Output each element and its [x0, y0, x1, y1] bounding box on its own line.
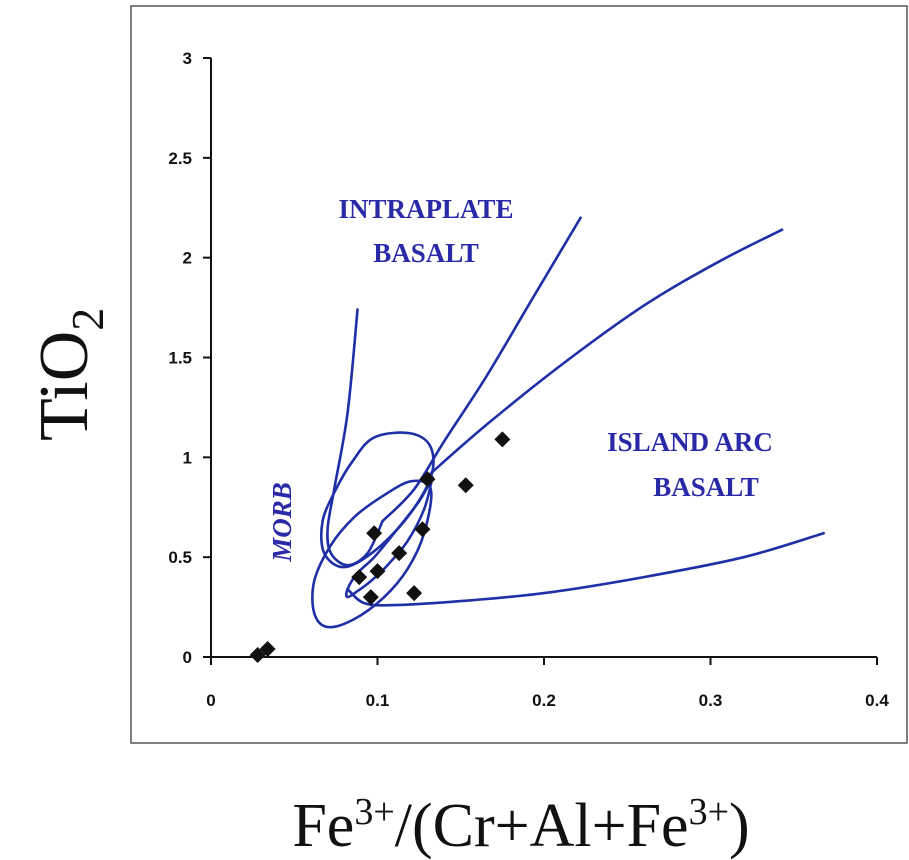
- x-axis-title-sup1: 3+: [354, 791, 394, 833]
- data-point-diamond: [351, 569, 368, 586]
- boundary-inner-loop: [345, 476, 434, 599]
- data-point-diamond: [391, 545, 408, 562]
- data-points: [249, 431, 511, 664]
- field-label-island-arc-line2: BASALT: [653, 472, 759, 502]
- y-tick-label: 2.5: [168, 149, 192, 168]
- tick-labels: 0 0.1 0.2 0.3 0.4 0 0.5 1 1.5 2 2.5 3: [168, 49, 889, 710]
- axis-ticks: [203, 57, 878, 665]
- boundary-island-arc-upper: [429, 228, 784, 475]
- y-tick-label: 2: [183, 249, 192, 268]
- y-tick-label: 1: [183, 448, 192, 467]
- boundary-morb-loop: [311, 479, 433, 629]
- x-axis-title-sup2: 3+: [689, 791, 729, 833]
- y-axis-title-subscript: 2: [62, 308, 113, 331]
- y-tick-label: 1.5: [168, 349, 192, 368]
- data-point-diamond: [494, 431, 511, 448]
- outer-frame: [130, 5, 908, 744]
- data-point-diamond: [362, 589, 379, 606]
- boundary-island-arc-lower: [346, 531, 825, 607]
- data-point-diamond: [406, 585, 423, 602]
- boundary-intraplate-right-arm: [381, 216, 582, 523]
- data-point-diamond: [457, 477, 474, 494]
- data-point-diamond: [419, 471, 436, 488]
- x-tick-label: 0: [206, 691, 215, 710]
- x-tick-label: 0.2: [532, 691, 556, 710]
- data-point-diamond: [414, 521, 431, 538]
- x-axis-title: Fe3+/(Cr+Al+Fe3+): [292, 791, 749, 860]
- x-tick-label: 0.4: [865, 691, 889, 710]
- field-label-intraplate-line1: INTRAPLATE: [338, 194, 513, 224]
- x-tick-label: 0.1: [366, 691, 390, 710]
- field-label-morb: MORB: [267, 482, 297, 563]
- data-point-diamond: [259, 641, 276, 658]
- boundary-intraplate-left-arm: [326, 308, 384, 567]
- x-tick-label: 0.3: [699, 691, 723, 710]
- y-axis-title: TiO2: [26, 308, 113, 441]
- field-label-intraplate-line2: BASALT: [373, 238, 479, 268]
- y-tick-label: 3: [183, 49, 192, 68]
- y-tick-label: 0.5: [168, 548, 192, 567]
- data-point-diamond: [366, 525, 383, 542]
- field-label-island-arc-line1: ISLAND ARC: [607, 427, 773, 457]
- field-boundaries: [311, 216, 825, 629]
- data-point-diamond: [369, 563, 386, 580]
- y-tick-label: 0: [183, 648, 192, 667]
